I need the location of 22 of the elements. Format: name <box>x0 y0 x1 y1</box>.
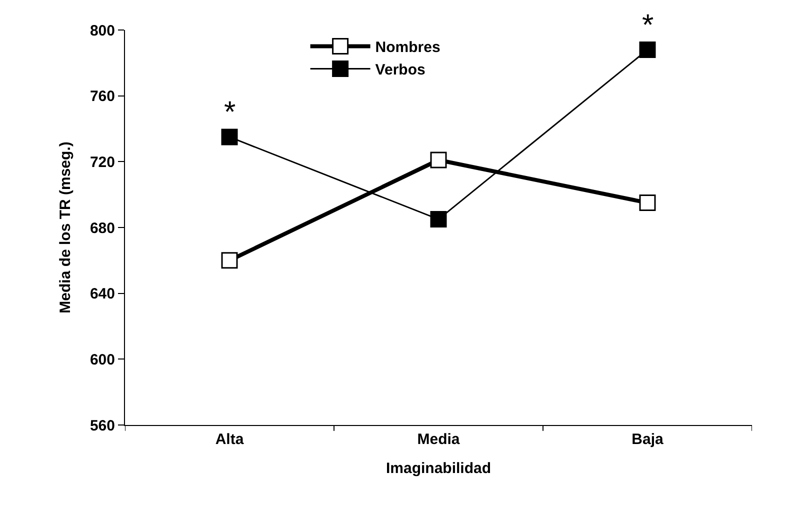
y-tick-label: 800 <box>90 22 115 40</box>
y-tick-label: 680 <box>90 220 115 237</box>
y-tick-label: 600 <box>90 351 115 368</box>
point <box>639 42 656 58</box>
y-tick-label: 640 <box>90 286 115 303</box>
legend-label: Nombres <box>375 39 440 56</box>
annotation: * <box>224 96 236 129</box>
x-tick-label: Baja <box>632 431 664 448</box>
y-axis-title: Media de los TR (mseg.) <box>57 142 74 314</box>
point <box>639 194 656 212</box>
x-tick-label: Media <box>417 431 460 448</box>
y-tick-label: 560 <box>90 417 115 434</box>
y-tick-label: 720 <box>90 154 115 171</box>
annotation: * <box>642 9 654 42</box>
point <box>430 211 447 228</box>
point <box>221 252 238 269</box>
y-tick-label: 760 <box>90 88 115 106</box>
x-axis-title: Imaginabilidad <box>386 460 492 477</box>
point <box>221 128 238 146</box>
point <box>430 152 447 168</box>
x-tick-label: Alta <box>215 431 244 448</box>
legend-label: Verbos <box>375 62 426 79</box>
